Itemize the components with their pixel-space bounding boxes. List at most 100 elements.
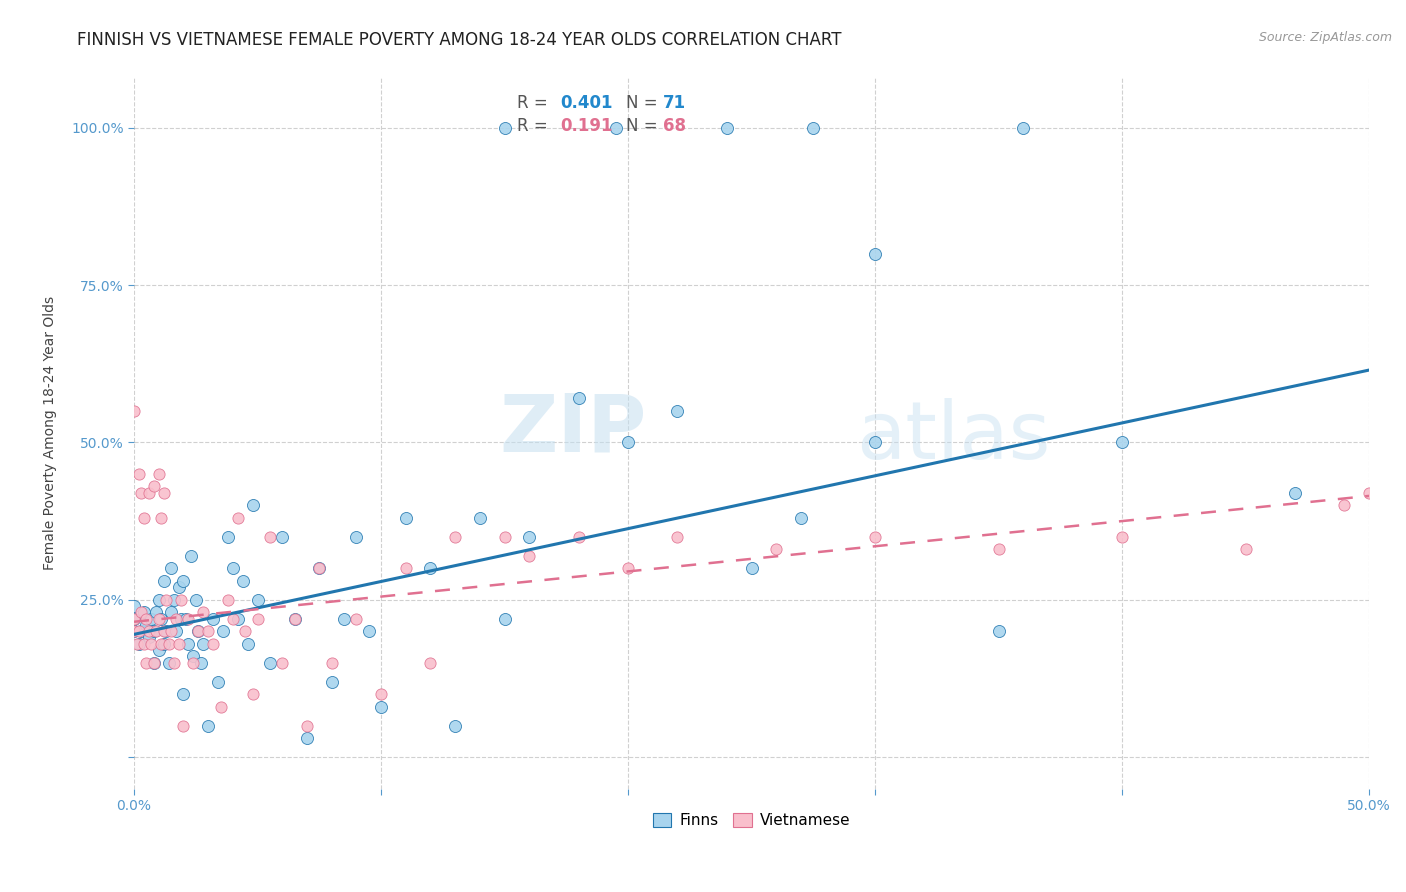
Point xyxy=(162,592,184,607)
Point xyxy=(236,637,259,651)
Point xyxy=(741,561,763,575)
Point xyxy=(174,612,197,626)
Point xyxy=(142,624,165,639)
Point xyxy=(419,561,441,575)
Point xyxy=(202,637,225,651)
Point xyxy=(863,530,886,544)
Point xyxy=(271,530,294,544)
Point xyxy=(157,637,180,651)
Point xyxy=(122,612,145,626)
Point xyxy=(568,392,591,406)
Point xyxy=(193,605,215,619)
Point xyxy=(135,612,157,626)
Point xyxy=(284,612,307,626)
Point xyxy=(165,612,187,626)
Point xyxy=(517,549,540,563)
Point xyxy=(197,718,219,732)
Point xyxy=(172,718,194,732)
Point xyxy=(863,246,886,260)
Point xyxy=(138,624,160,639)
Point xyxy=(987,624,1010,639)
Point xyxy=(142,656,165,670)
Point xyxy=(138,631,160,645)
Point xyxy=(321,656,343,670)
Point xyxy=(142,479,165,493)
Point xyxy=(790,511,813,525)
Point xyxy=(122,404,145,418)
Point xyxy=(246,592,269,607)
Point xyxy=(666,530,689,544)
Point xyxy=(148,612,170,626)
Point xyxy=(284,612,307,626)
Text: FINNISH VS VIETNAMESE FEMALE POVERTY AMONG 18-24 YEAR OLDS CORRELATION CHART: FINNISH VS VIETNAMESE FEMALE POVERTY AMO… xyxy=(77,31,842,49)
Point xyxy=(259,530,281,544)
Point xyxy=(132,637,155,651)
Point xyxy=(295,718,318,732)
Point xyxy=(128,624,150,639)
Point xyxy=(183,649,205,664)
Point xyxy=(187,624,209,639)
Point xyxy=(321,674,343,689)
Point xyxy=(157,656,180,670)
Point xyxy=(170,592,193,607)
Point xyxy=(202,612,225,626)
Point xyxy=(132,605,155,619)
Point xyxy=(308,561,330,575)
Point xyxy=(863,435,886,450)
Point xyxy=(152,624,174,639)
Point xyxy=(395,511,418,525)
Point xyxy=(494,612,516,626)
Point xyxy=(217,530,239,544)
Point xyxy=(344,612,367,626)
Point xyxy=(1234,542,1257,557)
Point xyxy=(152,574,174,588)
Point xyxy=(177,612,200,626)
Point xyxy=(494,120,516,135)
Point xyxy=(568,530,591,544)
Point xyxy=(150,612,173,626)
Point xyxy=(131,624,153,639)
Point xyxy=(167,580,190,594)
Point xyxy=(716,120,738,135)
Point xyxy=(370,699,392,714)
Point xyxy=(145,624,167,639)
Point xyxy=(444,530,467,544)
Point xyxy=(617,561,640,575)
Point xyxy=(128,637,150,651)
Point xyxy=(357,624,380,639)
Text: 71: 71 xyxy=(662,94,686,112)
Point xyxy=(1111,435,1133,450)
Point xyxy=(167,637,190,651)
Point xyxy=(160,561,183,575)
Text: Source: ZipAtlas.com: Source: ZipAtlas.com xyxy=(1258,31,1392,45)
Point xyxy=(155,592,177,607)
Point xyxy=(207,674,229,689)
Point xyxy=(1358,485,1381,500)
Point xyxy=(226,511,249,525)
Point xyxy=(222,612,245,626)
Point xyxy=(517,530,540,544)
Point xyxy=(271,656,294,670)
Point xyxy=(170,612,193,626)
Point xyxy=(444,718,467,732)
Point xyxy=(184,592,207,607)
Point xyxy=(232,574,254,588)
Text: ZIP: ZIP xyxy=(499,391,647,468)
Text: atlas: atlas xyxy=(856,398,1050,475)
Point xyxy=(150,637,173,651)
Point xyxy=(617,435,640,450)
Point xyxy=(160,605,183,619)
Text: 68: 68 xyxy=(662,117,686,135)
Point xyxy=(141,612,163,626)
Point xyxy=(172,687,194,701)
Point xyxy=(138,485,160,500)
Point xyxy=(209,699,232,714)
Point xyxy=(165,624,187,639)
Point xyxy=(197,624,219,639)
Point xyxy=(145,605,167,619)
Point xyxy=(1012,120,1035,135)
Text: R =: R = xyxy=(517,94,553,112)
Point xyxy=(122,612,145,626)
Y-axis label: Female Poverty Among 18-24 Year Olds: Female Poverty Among 18-24 Year Olds xyxy=(44,296,58,570)
Point xyxy=(222,561,245,575)
